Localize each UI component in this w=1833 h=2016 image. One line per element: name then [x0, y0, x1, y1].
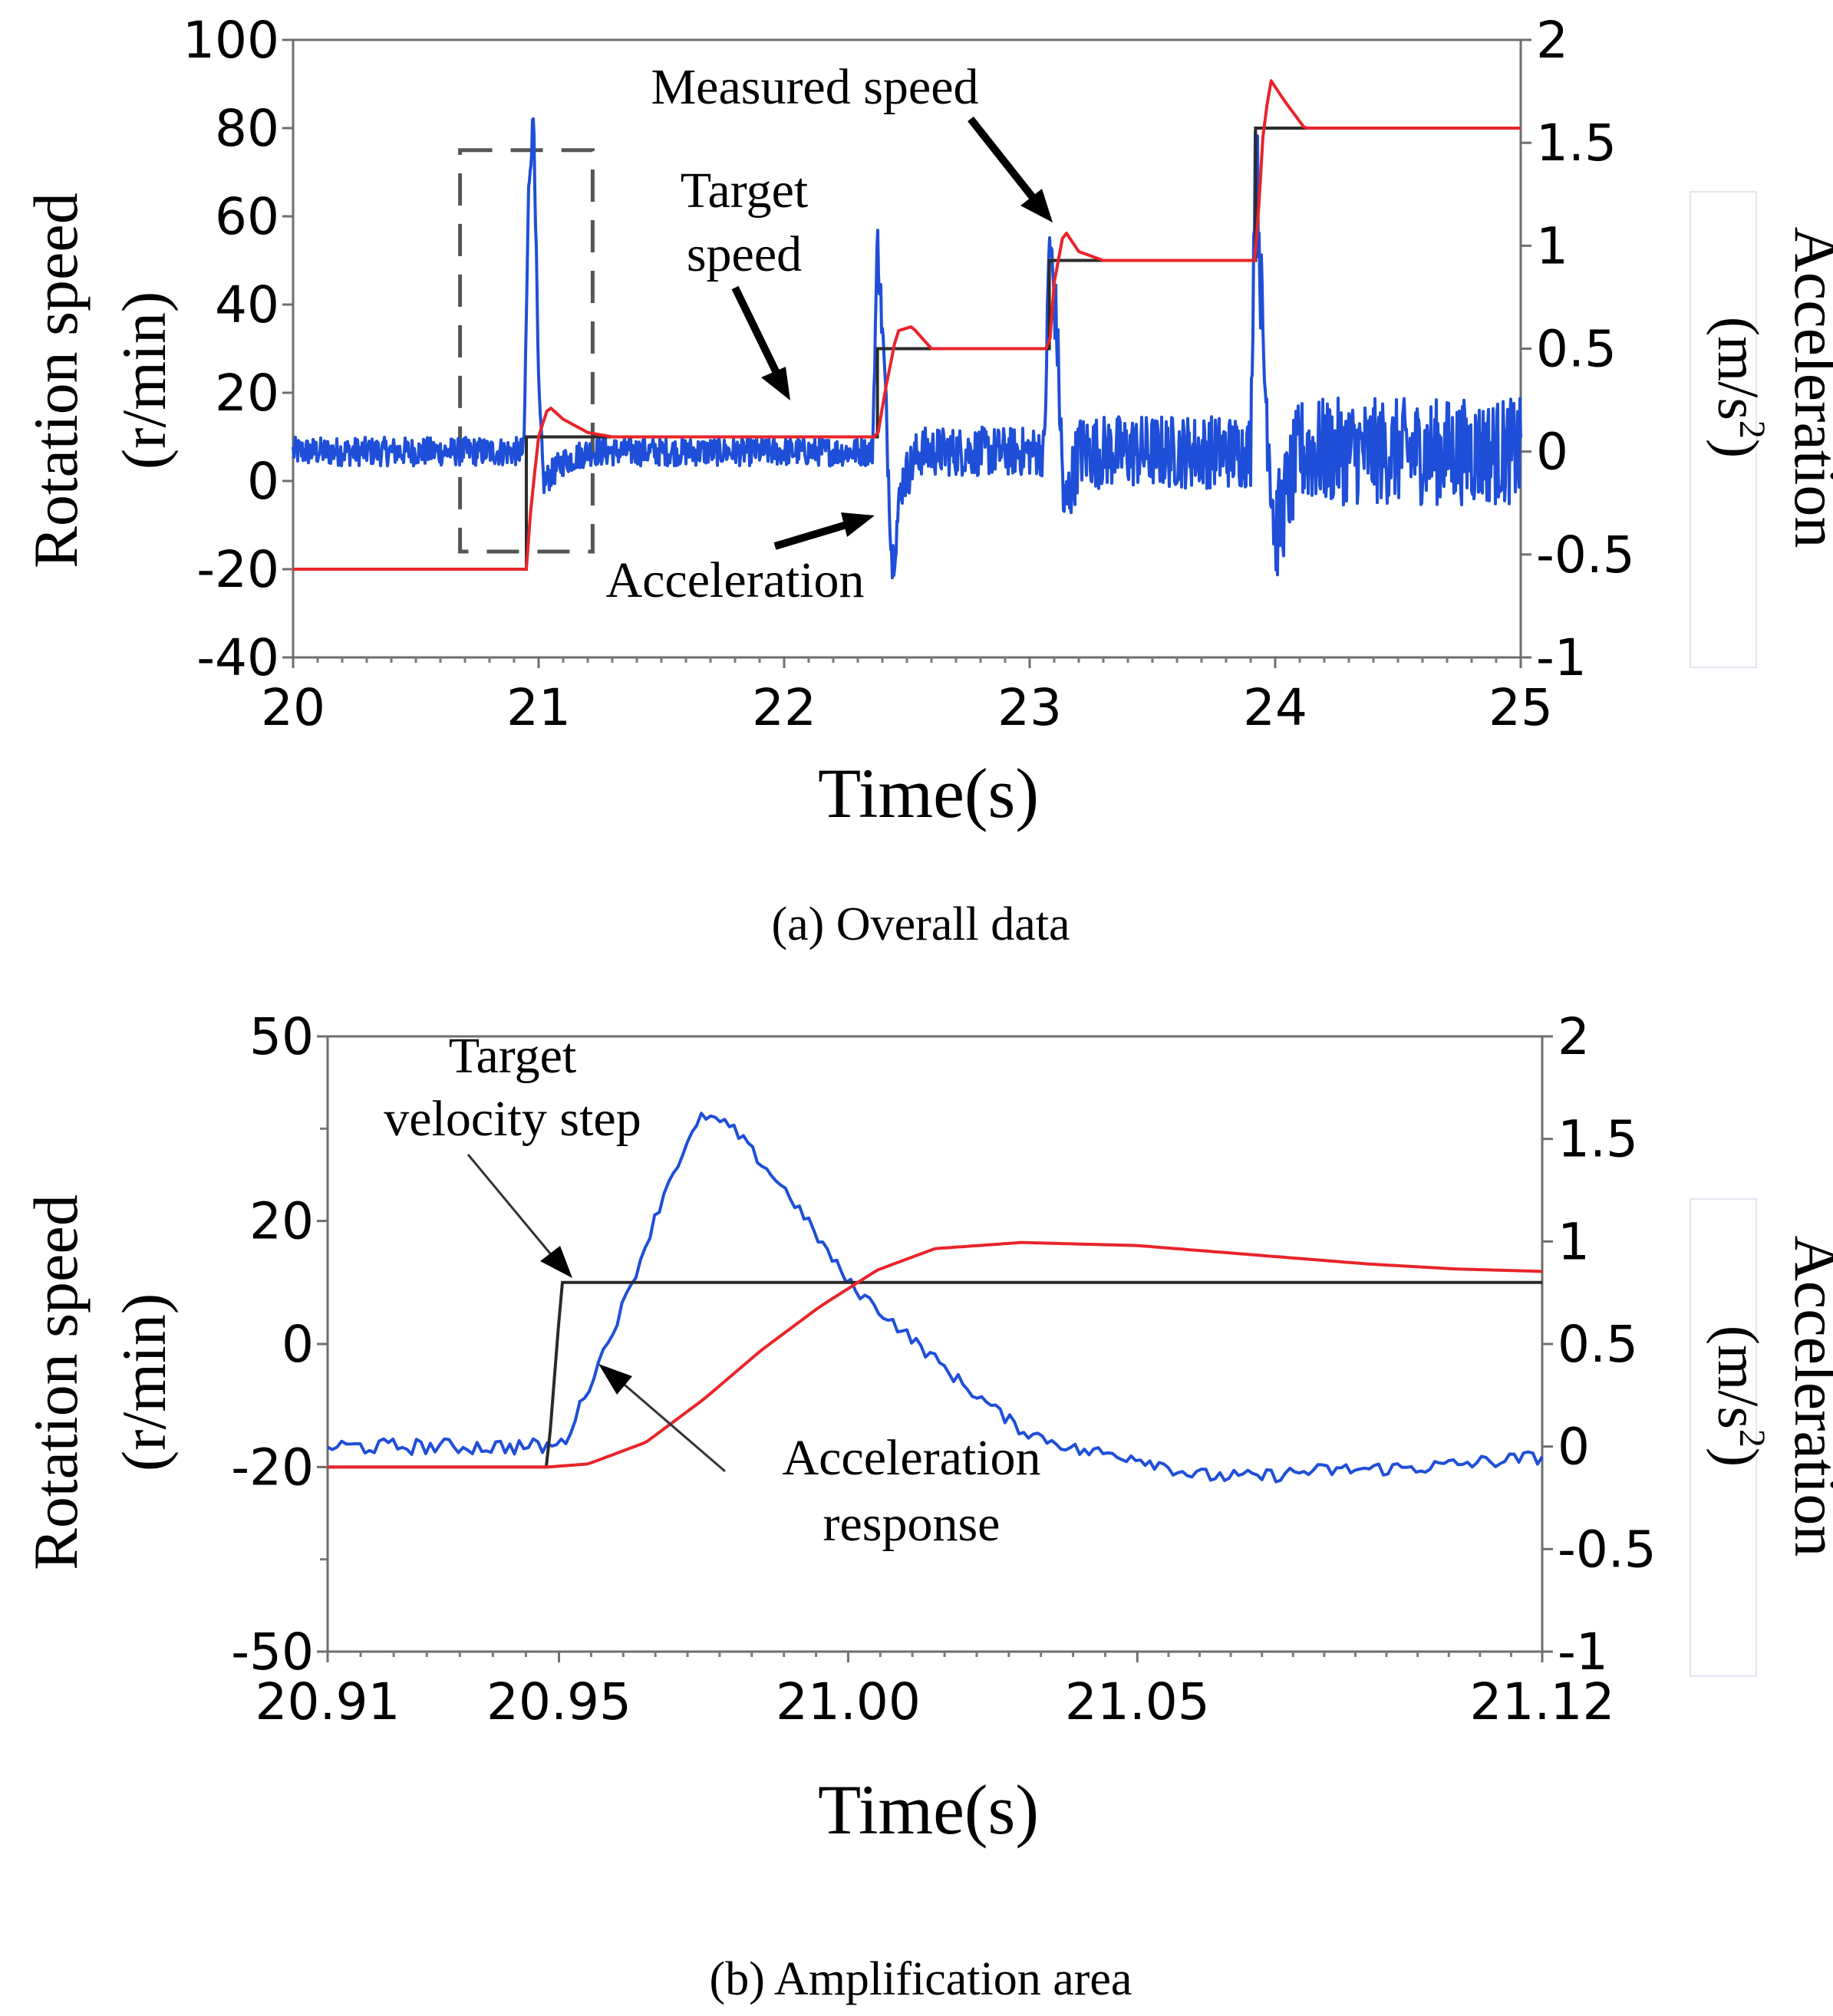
y-axis-title-a: Rotation speed (r/min) — [21, 193, 179, 568]
series-line-acceleration-response — [327, 1112, 1544, 1484]
x-tick-label: 21.05 — [1065, 1672, 1210, 1731]
y-tick-label: -20 — [196, 540, 279, 599]
x-tick-label: 23 — [997, 678, 1062, 737]
arrow-acceleration — [773, 519, 853, 550]
y2-tick-label: 1.5 — [1558, 1110, 1638, 1169]
arrowhead-measured-speed — [1020, 189, 1053, 222]
arrow-measured-speed — [968, 116, 1040, 206]
y2-tick-label: 0.5 — [1536, 320, 1617, 379]
y-tick-label: -50 — [231, 1622, 314, 1682]
y-tick-label: 100 — [183, 11, 279, 70]
series-group-a — [292, 79, 1522, 580]
arrow-target-step — [466, 1154, 556, 1259]
y2-unit-sup-b: 2 — [1732, 1429, 1772, 1448]
axis-ticks-b — [317, 1035, 1553, 1662]
series-line-target-speed — [293, 127, 1521, 571]
y2-axis-unit-a: (m/s2) — [1706, 317, 1772, 458]
y2-axis-title-b: Acceleration — [1782, 1236, 1833, 1557]
y2-unit-prefix-a: (m/s — [1706, 317, 1770, 420]
tick-labels-b: 20.91 20.95 21.00 21.05 21.12-50-2002050-1-0… — [231, 1007, 1657, 1731]
annotation-target-step-line2: velocity step — [384, 1091, 641, 1147]
x-tick-label: 20.91 — [255, 1672, 401, 1731]
series-line-acceleration — [292, 117, 1522, 580]
x-axis-title-a: Time(s) — [818, 754, 1039, 832]
y-tick-label: 20 — [215, 364, 279, 423]
x-tick-label: 20.95 — [486, 1672, 631, 1731]
x-tick-label: 21 — [506, 678, 571, 737]
y-tick-label: 80 — [215, 99, 279, 158]
y-tick-label: 60 — [215, 187, 279, 246]
y2-axis-unit-a-text: (m/s2) — [1706, 317, 1772, 458]
y2-tick-label: 2 — [1558, 1007, 1590, 1066]
x-tick-label: 20 — [261, 678, 325, 737]
y2-tick-label: 1 — [1536, 216, 1568, 275]
y2-tick-label: 1 — [1558, 1212, 1590, 1271]
y2-tick-label: 0 — [1536, 423, 1568, 482]
y-axis-title-a-unit: (r/min) — [109, 292, 179, 469]
y2-unit-suffix-a: ) — [1706, 439, 1770, 458]
x-axis-title-b: Time(s) — [818, 1771, 1039, 1849]
y2-tick-label: -1 — [1558, 1622, 1608, 1682]
axis-ticks-a — [282, 38, 1531, 668]
x-tick-label: 25 — [1488, 678, 1553, 737]
x-tick-label: 24 — [1243, 678, 1307, 737]
y-tick-label: 20 — [249, 1192, 314, 1251]
x-tick-label: 21.12 — [1470, 1672, 1615, 1731]
y2-title-box-b — [1690, 1198, 1757, 1677]
series-line-measured-speed — [293, 79, 1521, 571]
annotation-accel-response-line2: response — [823, 1496, 1001, 1552]
x-tick-label: 21.00 — [776, 1672, 921, 1731]
y2-axis-unit-b-text: (m/s2) — [1706, 1326, 1772, 1467]
y2-tick-label: -1 — [1536, 628, 1587, 687]
y2-axis-title-a: Acceleration — [1782, 227, 1833, 548]
series-line-measured-speed — [328, 1240, 1543, 1469]
annotation-acceleration: Acceleration — [605, 552, 864, 608]
y-axis-title-a-line1: Rotation speed — [21, 193, 91, 568]
arrowhead-accel-response — [598, 1364, 632, 1395]
y-axis-title-b: Rotation speed (r/min) — [21, 1194, 179, 1570]
panel-a: 20 21 22 23 24 25-40-20020406080100-1-0.500.5… — [21, 11, 1833, 950]
panel-b: 20.91 20.95 21.00 21.05 21.12-50-2002050-1-0… — [21, 1007, 1833, 2005]
y-tick-label: -20 — [231, 1438, 314, 1497]
arrow-target-speed — [731, 285, 783, 380]
annotation-target-line1: Target — [681, 163, 808, 219]
y2-axis-unit-b: (m/s2) — [1706, 1326, 1772, 1467]
y2-axis-title-a-main: Acceleration — [1782, 227, 1833, 548]
y-axis-title-a-text: Rotation speed — [21, 193, 91, 568]
y-axis-title-b-unit: (r/min) — [109, 1293, 179, 1471]
y-tick-label: 0 — [247, 452, 279, 511]
y2-tick-label: 2 — [1536, 11, 1568, 70]
y2-unit-prefix-b: (m/s — [1706, 1326, 1770, 1429]
y2-tick-label: 1.5 — [1536, 114, 1617, 173]
caption-b: (b) Amplification area — [710, 1953, 1132, 2005]
y2-unit-suffix-b: ) — [1706, 1448, 1770, 1467]
annotation-target-step-line1: Target — [449, 1028, 576, 1084]
y2-unit-sup-a: 2 — [1732, 420, 1772, 439]
arrowhead-acceleration — [841, 512, 875, 537]
annotation-target-line2: speed — [687, 226, 802, 282]
y2-tick-label: 0 — [1558, 1418, 1590, 1477]
annotation-measured-speed: Measured speed — [651, 59, 978, 115]
x-tick-label: 22 — [752, 678, 816, 737]
y2-tick-label: -0.5 — [1536, 525, 1635, 585]
y-tick-label: 40 — [215, 275, 279, 334]
arrowhead-target-step — [540, 1246, 572, 1278]
arrow-accel-response — [619, 1379, 726, 1473]
y2-title-box-a — [1690, 191, 1757, 668]
tick-labels-a: 20 21 22 23 24 25-40-20020406080100-1-0.500.5… — [183, 11, 1635, 737]
series-group-b — [327, 1112, 1544, 1484]
arrowhead-target-speed — [761, 367, 790, 400]
y-tick-label: -40 — [196, 628, 279, 687]
y2-axis-title-b-main: Acceleration — [1782, 1236, 1833, 1557]
y-tick-label: 0 — [282, 1315, 314, 1374]
y2-tick-label: -0.5 — [1558, 1520, 1657, 1579]
caption-a: (a) Overall data — [772, 898, 1070, 950]
annotation-accel-response-line1: Acceleration — [782, 1430, 1040, 1486]
zoom-region-box — [458, 148, 595, 554]
y2-tick-label: 0.5 — [1558, 1315, 1638, 1374]
y-tick-label: 50 — [249, 1007, 314, 1066]
y-axis-title-b-text: Rotation speed — [21, 1194, 91, 1570]
